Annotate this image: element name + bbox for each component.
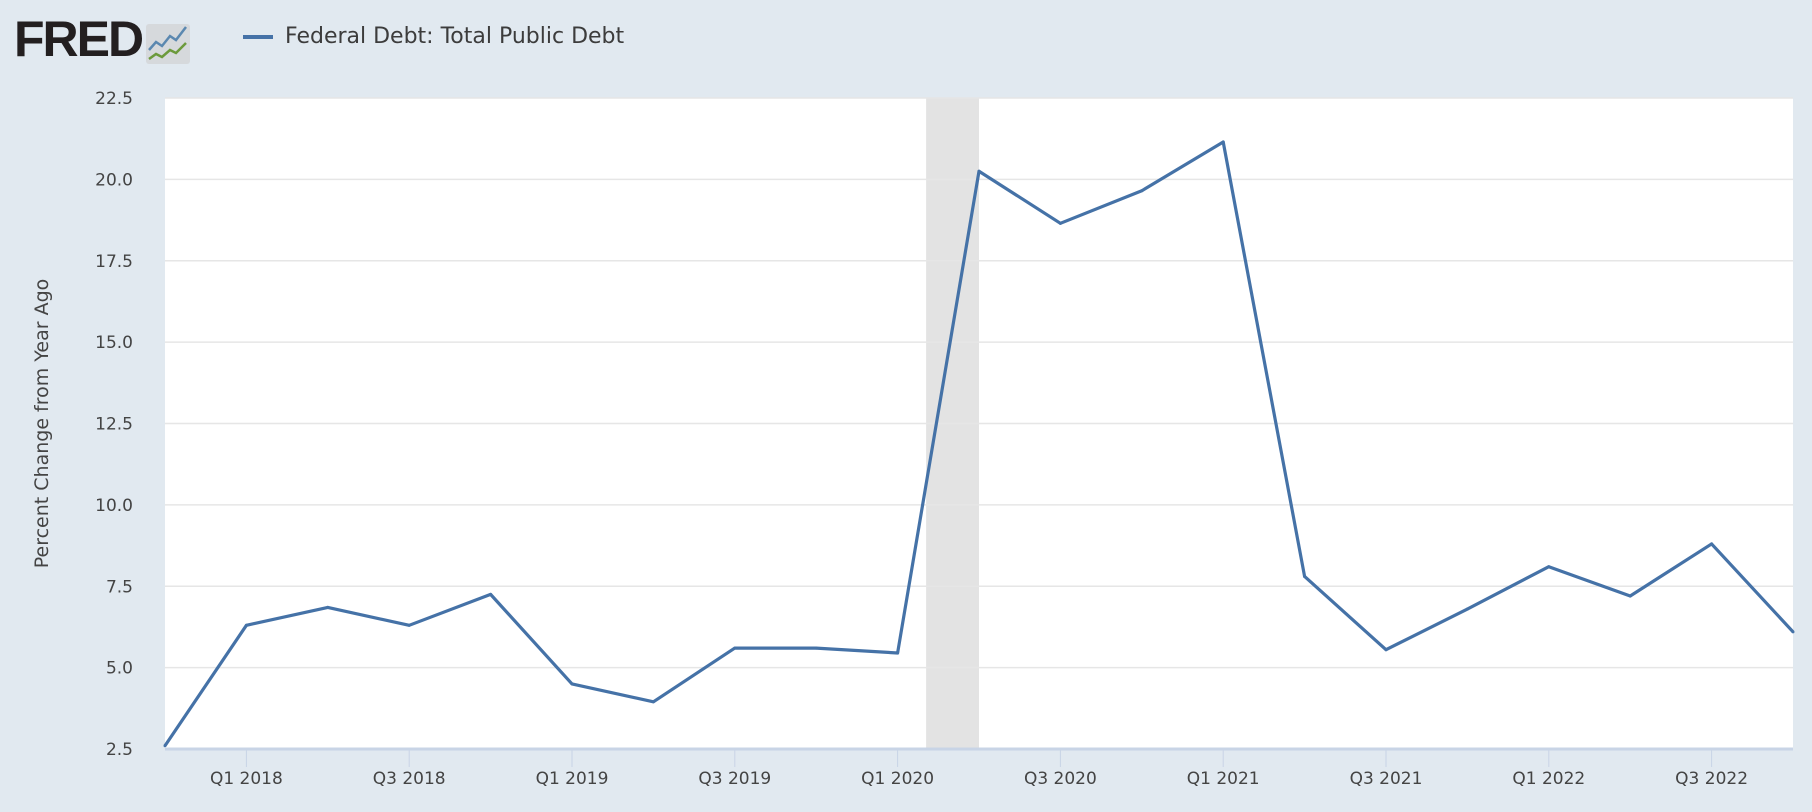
data-point [1465,607,1469,611]
x-tick-label: Q3 2019 [698,769,771,789]
data-point [1384,648,1388,652]
legend: Federal Debt: Total Public Debt [243,24,624,49]
x-tick-label: Q3 2021 [1350,769,1423,789]
y-tick-label: 2.5 [106,740,133,760]
y-tick-label: 15.0 [95,333,133,353]
fred-logo[interactable]: FRED [14,11,191,67]
data-point [1710,542,1714,546]
x-tick-label: Q1 2020 [861,769,934,789]
y-tick-label: 22.5 [95,89,133,109]
y-tick-label: 17.5 [95,252,133,272]
data-point [244,623,248,627]
legend-label: Federal Debt: Total Public Debt [285,24,625,49]
y-tick-label: 10.0 [95,496,133,516]
data-point [1140,189,1144,193]
x-tick-label: Q1 2022 [1512,769,1585,789]
data-point [1791,630,1795,634]
data-point [814,646,818,650]
data-point [1303,574,1307,578]
data-point [489,592,493,596]
y-tick-label: 20.0 [95,170,133,190]
data-point [163,744,167,748]
x-tick-label: Q3 2018 [373,769,446,789]
data-point [977,169,981,173]
data-point [326,605,330,609]
data-point [1628,594,1632,598]
data-point [1058,221,1062,225]
chart-line-icon [146,24,191,64]
fred-logo-text: FRED [14,11,144,67]
y-tick-label: 7.5 [106,577,133,597]
data-point [651,700,655,704]
data-point [407,623,411,627]
x-tick-label: Q1 2018 [210,769,283,789]
data-point [570,682,574,686]
x-tick-label: Q1 2021 [1187,769,1260,789]
data-point [896,651,900,655]
y-tick-label: 12.5 [95,415,133,435]
x-tick-label: Q3 2020 [1024,769,1097,789]
data-point [1547,565,1551,569]
legend-swatch [243,34,273,39]
x-tick-label: Q1 2019 [536,769,609,789]
data-point [1221,140,1225,144]
y-tick-label: 5.0 [106,659,133,679]
y-axis-label: Percent Change from Year Ago [31,279,53,569]
x-tick-label: Q3 2022 [1675,769,1748,789]
data-point [733,646,737,650]
